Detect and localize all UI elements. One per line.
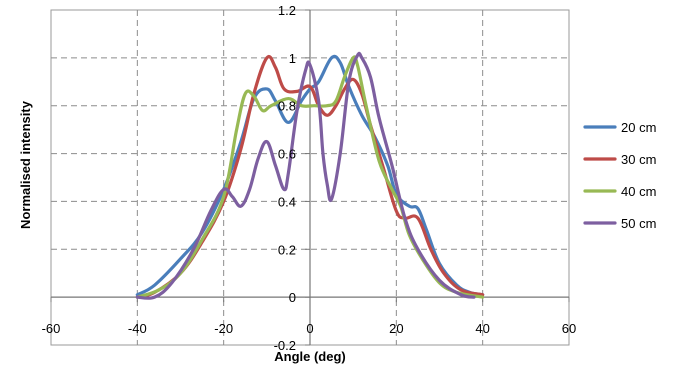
legend-label: 40 cm — [621, 184, 656, 199]
y-tick-label: -0.2 — [274, 338, 296, 353]
series-layer — [135, 51, 485, 300]
x-tick-label: 40 — [475, 321, 489, 336]
x-tick-label: -20 — [214, 321, 233, 336]
y-tick-label: 0 — [289, 290, 296, 305]
x-tick-label: 0 — [306, 321, 313, 336]
x-tick-label: 20 — [389, 321, 403, 336]
axes — [50, 9, 570, 346]
legend-label: 30 cm — [621, 152, 656, 167]
y-tick-label: 0.8 — [278, 99, 296, 114]
y-tick-label: 1 — [289, 51, 296, 66]
y-tick-label: 1.2 — [278, 3, 296, 18]
y-axis-title: Normalised intensity — [18, 100, 33, 229]
y-tick-label: 0.6 — [278, 147, 296, 162]
x-axis-title: Angle (deg) — [274, 349, 346, 364]
y-tick-labels: -0.2 0 0.2 0.4 0.6 0.8 1 1.2 — [274, 3, 296, 353]
y-tick-label: 0.4 — [278, 194, 296, 209]
legend-label: 20 cm — [621, 120, 656, 135]
series-line-30-cm — [135, 54, 485, 299]
series-line-50-cm — [135, 51, 476, 300]
y-tick-label: 0.2 — [278, 242, 296, 257]
x-tick-label: -60 — [42, 321, 61, 336]
x-tick-label: 60 — [562, 321, 576, 336]
x-tick-labels: -60 -40 -20 0 20 40 60 — [42, 321, 577, 336]
legend-label: 50 cm — [621, 216, 656, 231]
legend: 20 cm 30 cm 40 cm 50 cm — [583, 120, 656, 231]
x-tick-label: -40 — [128, 321, 147, 336]
